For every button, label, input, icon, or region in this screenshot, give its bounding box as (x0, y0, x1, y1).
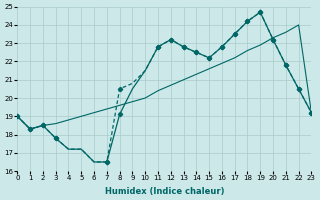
X-axis label: Humidex (Indice chaleur): Humidex (Indice chaleur) (105, 187, 224, 196)
